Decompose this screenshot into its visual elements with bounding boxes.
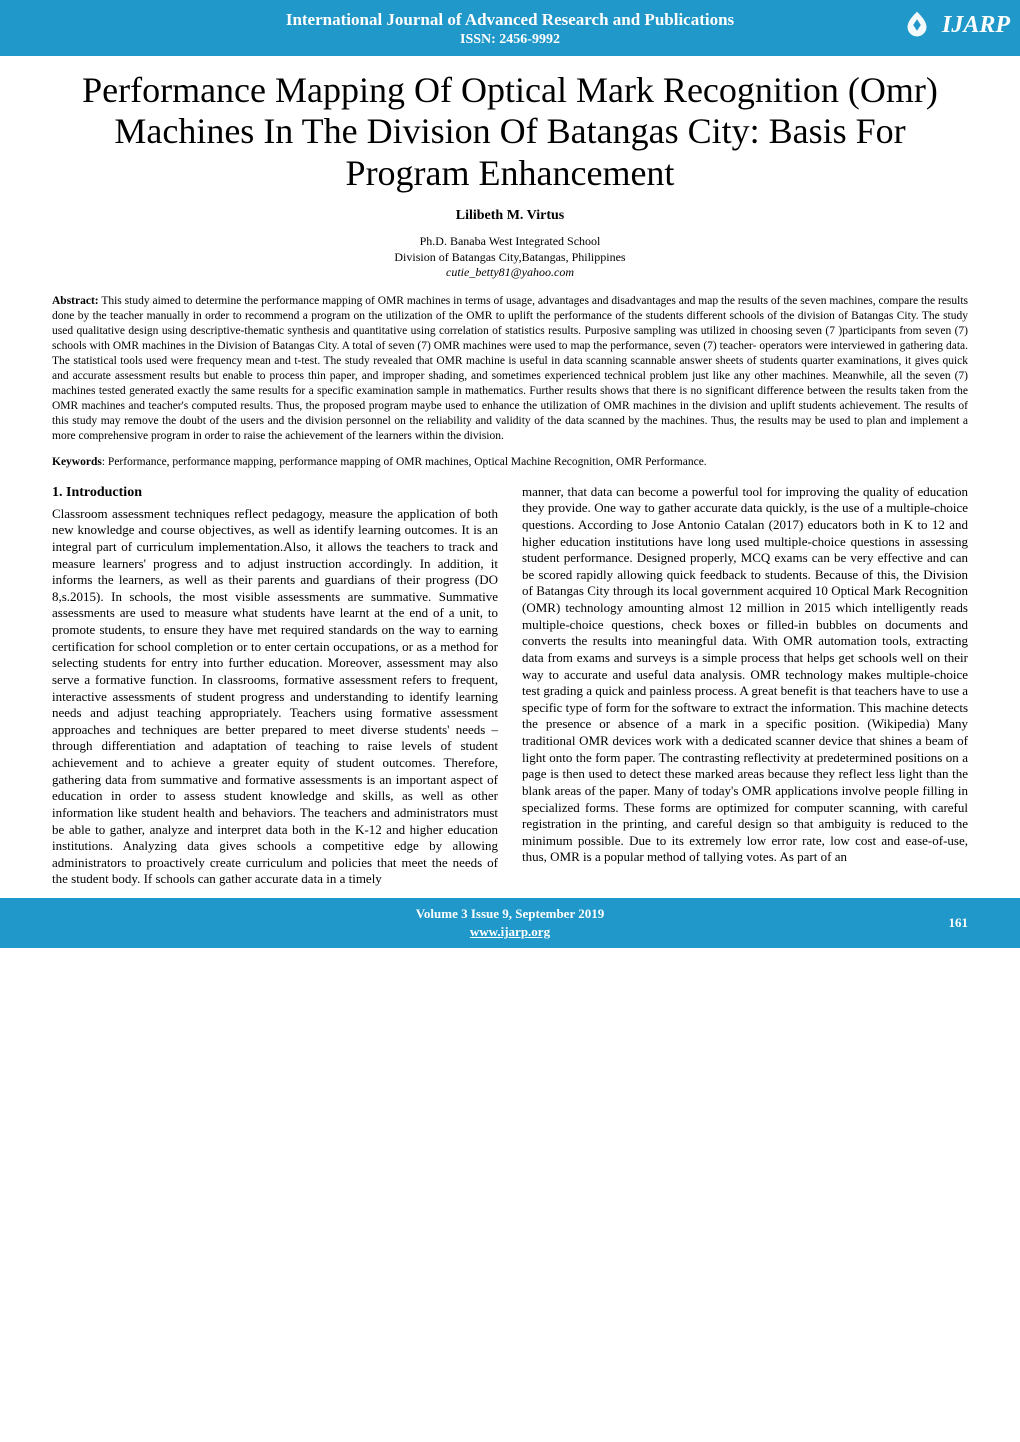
two-column-body: 1. Introduction Classroom assessment tec… — [52, 484, 968, 888]
keywords-block: Keywords: Performance, performance mappi… — [52, 456, 968, 468]
affiliation-line2: Division of Batangas City,Batangas, Phil… — [52, 250, 968, 266]
column-right-text: manner, that data can become a powerful … — [522, 484, 968, 866]
column-right: manner, that data can become a powerful … — [522, 484, 968, 888]
column-left-text: Classroom assessment techniques reflect … — [52, 506, 498, 888]
affiliation-line1: Ph.D. Banaba West Integrated School — [52, 234, 968, 250]
keywords-label: Keywords — [52, 456, 102, 468]
journal-issn: ISSN: 2456-9992 — [0, 32, 1020, 48]
logo-text: IJARP — [942, 12, 1010, 39]
author-email: cutie_betty81@yahoo.com — [52, 265, 968, 280]
author-name: Lilibeth M. Virtus — [52, 208, 968, 224]
journal-name: International Journal of Advanced Resear… — [0, 10, 1020, 30]
journal-logo: IJARP — [898, 6, 1010, 44]
footer-issue: Volume 3 Issue 9, September 2019 — [416, 906, 605, 921]
keywords-text: Performance, performance mapping, perfor… — [108, 456, 707, 468]
ijarp-logo-icon — [898, 6, 936, 44]
footer-url[interactable]: www.ijarp.org — [92, 924, 928, 940]
column-left: 1. Introduction Classroom assessment tec… — [52, 484, 498, 888]
abstract-text: This study aimed to determine the perfor… — [52, 295, 968, 441]
abstract-block: Abstract: This study aimed to determine … — [52, 294, 968, 443]
paper-title: Performance Mapping Of Optical Mark Reco… — [52, 70, 968, 194]
footer-center: Volume 3 Issue 9, September 2019 www.ija… — [92, 906, 928, 940]
abstract-label: Abstract: — [52, 295, 99, 307]
header-banner: International Journal of Advanced Resear… — [0, 0, 1020, 56]
introduction-heading: 1. Introduction — [52, 484, 498, 502]
content-area: Performance Mapping Of Optical Mark Reco… — [0, 56, 1020, 898]
footer-banner: Volume 3 Issue 9, September 2019 www.ija… — [0, 898, 1020, 948]
page-number: 161 — [928, 915, 968, 931]
